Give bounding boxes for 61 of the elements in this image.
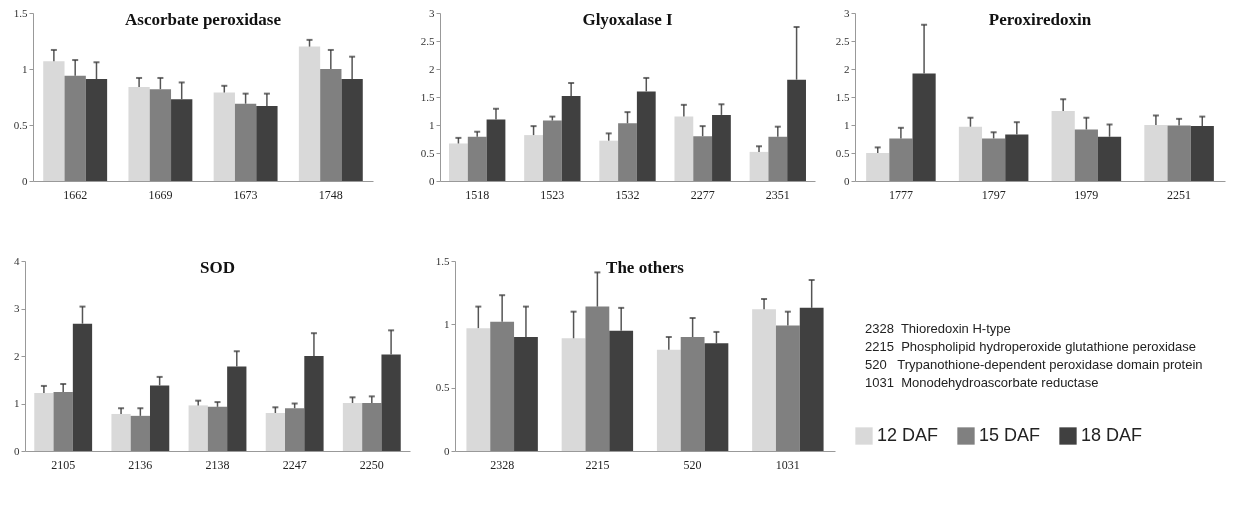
y-tick-label: 0.5 [13,118,28,131]
x-tick-label: 2328 [490,457,515,472]
y-tick-label: 4 [14,254,20,267]
y-tick-label: 0.5 [435,381,450,394]
text: 1031 Monodehydroascorbate reductase [865,374,1100,392]
y-tick-label: 2 [14,349,20,362]
y-tick-label: 1 [444,317,450,330]
x-tick-label: 1979 [1074,187,1099,202]
y-tick-label: 1 [22,62,28,75]
chart-title: Ascorbate peroxidase [125,10,282,29]
x-tick-label: 1031 [775,457,800,472]
x-tick-label: 2351 [765,187,790,202]
x-tick-label: 1777 [888,187,913,202]
x-tick-label: 2251 [1167,187,1192,202]
x-tick-label: 1532 [615,187,640,202]
x-tick-label: 2247 [282,457,307,472]
y-tick-label: 1.5 [420,90,435,103]
y-tick-label: 0 [22,174,28,187]
x-tick-label: 1662 [63,187,88,202]
chart-title: Glyoxalase I [582,10,673,29]
y-tick-label: 1.5 [835,90,850,103]
y-tick-label: 0 [14,444,20,457]
legend-label: 18 DAF [1081,425,1143,445]
x-tick-label: 1518 [465,187,490,202]
x-tick-label: 2105 [51,457,76,472]
x-tick-label: 2215 [585,457,610,472]
chart-title: SOD [200,258,235,277]
text: 2215 Phospholipid hydroperoxide glutathione peroxidase [865,338,1198,356]
x-tick-label: 2277 [690,187,715,202]
y-tick-label: 1 [429,118,435,131]
x-tick-label: 2138 [205,457,230,472]
x-tick-label: 1673 [233,187,258,202]
text: 520 Trypanothione-dependent peroxidase domain protein [865,356,1203,374]
y-tick-label: 2.5 [420,34,435,47]
y-tick-label: 0 [844,174,850,187]
y-tick-label: 1.5 [435,254,450,267]
legend-label: 15 DAF [979,425,1041,445]
y-tick-label: 3 [429,6,435,19]
x-tick-label: 1523 [540,187,565,202]
y-tick-label: 3 [844,6,850,19]
y-tick-label: 0 [429,174,435,187]
x-tick-label: 520 [683,457,702,472]
chart-title: The others [606,258,685,277]
y-tick-label: 0 [444,444,450,457]
y-tick-label: 2 [429,62,435,75]
y-tick-label: 3 [14,302,20,314]
y-tick-label: 1 [844,118,850,131]
y-tick-label: 1.5 [13,6,28,19]
y-tick-label: 2.5 [835,34,850,47]
legend-label: 12 DAF [877,425,939,445]
y-tick-label: 2 [844,62,850,75]
y-tick-label: 0.5 [420,146,435,159]
x-tick-label: 1797 [981,187,1006,202]
y-tick-label: 0.5 [835,146,850,159]
chart-title: Peroxiredoxin [988,10,1092,29]
y-tick-label: 1 [14,397,20,409]
x-tick-label: 1748 [318,187,343,202]
text: 2328 Thioredoxin H-type [865,320,1012,338]
x-tick-label: 1669 [148,187,173,202]
x-tick-label: 2136 [128,457,153,472]
x-tick-label: 2250 [359,457,384,472]
